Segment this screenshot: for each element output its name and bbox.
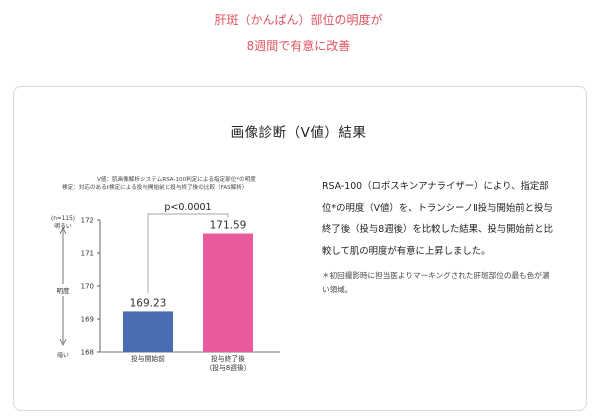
scale-arrow-up-head <box>59 227 67 235</box>
bar-1 <box>123 311 173 352</box>
bar-2 <box>203 233 253 352</box>
y-tick-label-168: 168 <box>81 349 94 357</box>
bottom-label-dark: 暗い <box>57 351 69 359</box>
category-label-1: 投与開始前 <box>131 354 165 363</box>
scale-arrow-down-head <box>59 338 67 346</box>
headline-line-2: 8週間で有意に改善 <box>246 39 351 53</box>
section-title: 画像診断（V値）結果 <box>230 125 367 141</box>
significance-label: p<0.0001 <box>164 202 211 213</box>
y-tick-label-172: 172 <box>81 217 94 225</box>
y-axis-label: 明度 <box>57 286 71 295</box>
significance-bracket <box>147 213 229 294</box>
chart-note-vvalue: V値：肌画像解析システムRSA-100判定による指定部位*の明度 <box>97 177 256 183</box>
bar-value-label-2: 171.59 <box>210 220 247 232</box>
headline-line-1: 肝斑（かんぱん）部位の明度が <box>214 13 383 27</box>
y-tick-label-169: 169 <box>81 316 94 324</box>
result-card <box>13 86 587 411</box>
ylabel-backdrop <box>52 284 74 296</box>
bar-value-label-1: 169.23 <box>130 297 167 309</box>
n-label: (n=115) <box>51 216 75 222</box>
y-tick-label-170: 170 <box>81 283 94 291</box>
footnote: ＊初回撮影時に担当医よりマーキングされた肝斑部位の最も色が濃い領域。 <box>322 271 550 294</box>
result-description: RSA-100（ロボスキンアナライザー）により、指定部位*の明度（V値）を、トラ… <box>322 181 553 257</box>
top-label-bright: 明るい <box>54 223 72 230</box>
y-tick-label-171: 171 <box>81 250 94 258</box>
category-label-2-line-2: （投与8週後） <box>205 363 250 372</box>
chart-note-test: 検定：対応のあるt検定による投与開始前と投与終了後の比較（FAS解析） <box>62 185 248 191</box>
category-label-2: 投与終了後 <box>211 354 245 363</box>
